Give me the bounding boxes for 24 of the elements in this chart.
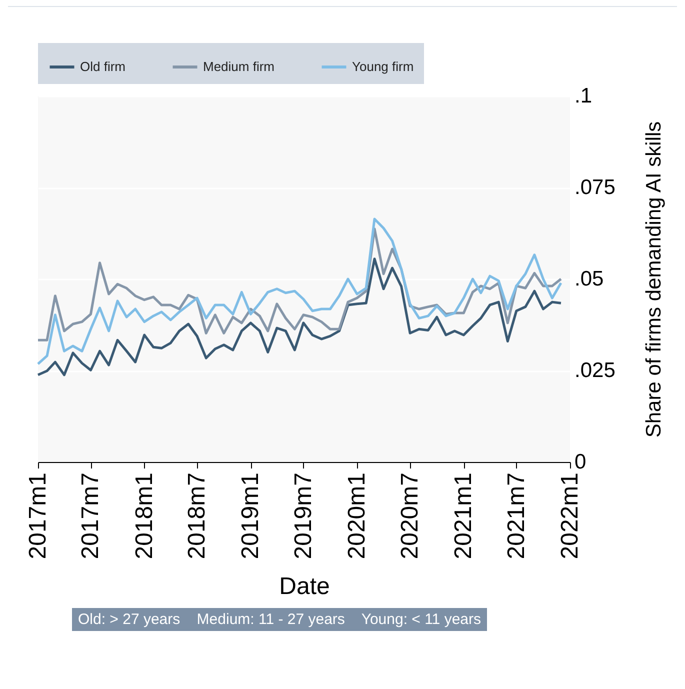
legend-label: Medium firm	[203, 59, 275, 74]
y-tick-label: .1	[574, 84, 592, 108]
x-tick-label: 2020m7	[396, 472, 424, 560]
legend-label: Old firm	[80, 59, 126, 74]
text: Old: > 27 years Medium: 11 - 27 years Young: < 11 years	[72, 608, 488, 631]
y-axis-title: Share of firms demanding AI skills	[642, 121, 666, 438]
x-tick-label: 2017m7	[77, 472, 104, 560]
y-tick-label: .025	[574, 359, 616, 382]
x-tick-label: 2021m7	[502, 472, 530, 560]
y-tick-label: .075	[574, 176, 616, 199]
legend-label: Young firm	[352, 59, 414, 74]
line-series	[36, 258, 562, 376]
x-axis-title: Date	[279, 573, 330, 600]
line-series	[36, 218, 562, 366]
x-tick-label: 2020m1	[344, 472, 371, 560]
x-tick-label: 2022m1	[556, 472, 584, 560]
y-tick-label: .05	[574, 268, 604, 290]
x-tick-label: 2018m7	[184, 472, 211, 560]
y-tick-label: 0	[574, 450, 586, 474]
x-tick-label: 2021m1	[450, 472, 478, 560]
x-tick-label: 2018m1	[130, 472, 158, 560]
x-tick-label: 2017m1	[24, 472, 52, 560]
x-tick-label: 2019m7	[290, 472, 317, 560]
x-tick-label: 2019m1	[237, 472, 264, 560]
